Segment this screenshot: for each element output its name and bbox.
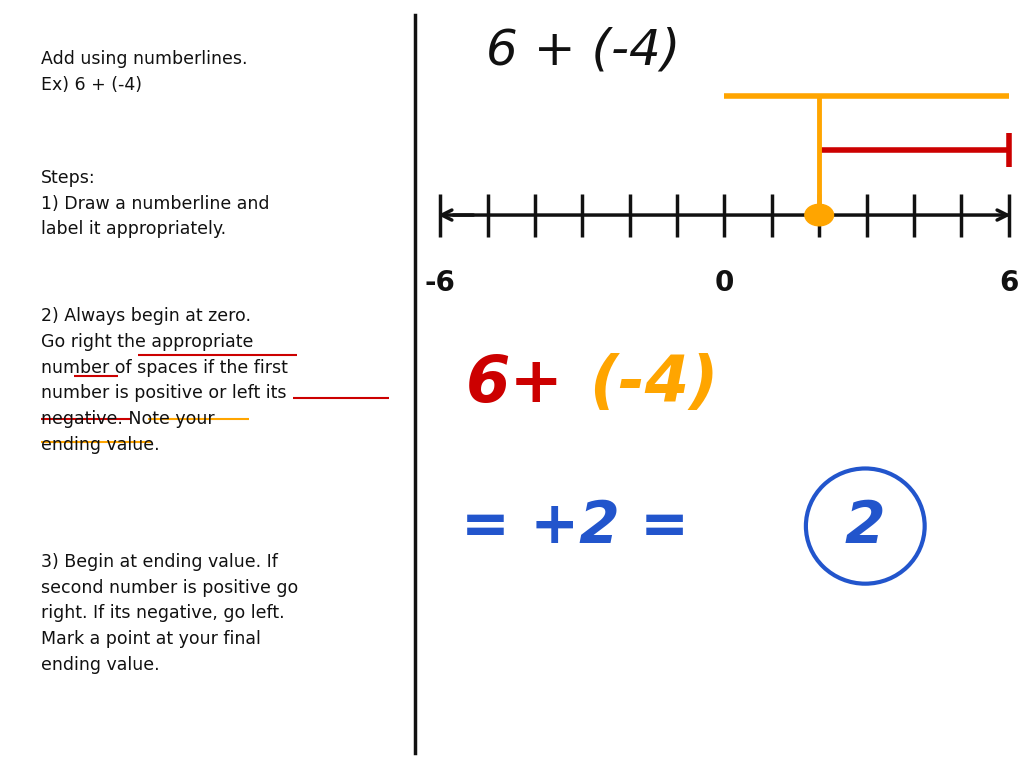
Text: Steps:
1) Draw a numberline and
label it appropriately.: Steps: 1) Draw a numberline and label it… — [41, 169, 269, 238]
Text: -6: -6 — [425, 269, 456, 296]
Text: 6+: 6+ — [466, 353, 564, 415]
Text: 3) Begin at ending value. If
second number is positive go
right. If its negative: 3) Begin at ending value. If second numb… — [41, 553, 298, 674]
Text: 2) Always begin at zero.
Go right the appropriate
number of spaces if the first
: 2) Always begin at zero. Go right the ap… — [41, 307, 288, 454]
Text: 6: 6 — [999, 269, 1018, 296]
Text: 2: 2 — [845, 498, 886, 554]
Circle shape — [805, 204, 834, 226]
Text: (-4): (-4) — [589, 353, 718, 415]
Text: 0: 0 — [715, 269, 734, 296]
Text: Add using numberlines.
Ex) 6 + (-4): Add using numberlines. Ex) 6 + (-4) — [41, 50, 248, 94]
Text: 6 + (-4): 6 + (-4) — [486, 27, 681, 75]
Text: = +2 =: = +2 = — [461, 498, 689, 554]
